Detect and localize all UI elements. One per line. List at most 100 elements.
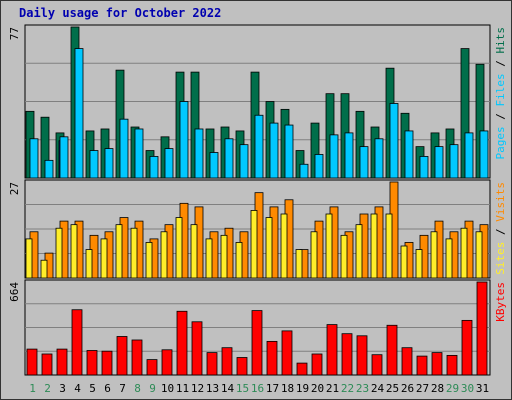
files-bar-day-8 [134, 128, 144, 179]
x-tick-label: 4 [74, 382, 81, 395]
y-max-label-top: 77 [8, 27, 21, 40]
kbytes-bar-day-21 [326, 324, 338, 376]
sites-bar-day-11 [175, 217, 183, 279]
x-tick-label: 19 [296, 382, 309, 395]
x-tick-label: 17 [266, 382, 279, 395]
kbytes-bar-day-12 [191, 321, 203, 376]
kbytes-bar-day-22 [341, 333, 353, 376]
x-tick-label: 7 [119, 382, 126, 395]
sites-bar-day-4 [70, 224, 78, 279]
x-tick-label: 6 [104, 382, 111, 395]
kbytes-bar-day-10 [161, 349, 173, 376]
kbytes-bar-day-2 [41, 353, 53, 376]
sites-bar-day-12 [190, 224, 198, 279]
legend-bottom: KBytes [494, 282, 507, 322]
x-tick-label: 29 [446, 382, 459, 395]
kbytes-bar-day-6 [101, 350, 113, 376]
sites-bar-day-18 [280, 213, 288, 279]
kbytes-bar-day-28 [431, 352, 443, 376]
sites-bar-day-20 [310, 231, 318, 279]
sites-bar-day-19 [295, 249, 303, 279]
sites-bar-day-3 [55, 227, 63, 279]
sites-bar-day-21 [325, 213, 333, 279]
files-bar-day-22 [344, 132, 354, 179]
files-bar-day-16 [254, 114, 264, 179]
x-tick-label: 21 [326, 382, 339, 395]
kbytes-bar-day-18 [281, 330, 293, 376]
files-bar-day-13 [209, 152, 219, 179]
sites-bar-day-26 [400, 245, 408, 279]
files-bar-day-26 [404, 130, 414, 179]
x-tick-label: 3 [59, 382, 66, 395]
kbytes-bar-day-16 [251, 310, 263, 376]
sites-bar-day-30 [460, 227, 468, 279]
sites-bar-day-15 [235, 242, 243, 279]
kbytes-bar-day-19 [296, 362, 308, 376]
sites-bar-day-14 [220, 234, 228, 279]
legend-entry-pages: Pages [494, 126, 507, 159]
x-tick-label: 28 [431, 382, 444, 395]
sites-bar-day-2 [40, 259, 48, 279]
kbytes-bar-day-13 [206, 352, 218, 376]
kbytes-bar-day-29 [446, 354, 458, 376]
sites-bar-day-17 [265, 217, 273, 279]
x-tick-label: 22 [341, 382, 354, 395]
files-bar-day-20 [314, 154, 324, 179]
files-bar-day-28 [434, 146, 444, 179]
sites-bar-day-10 [160, 231, 168, 279]
x-tick-label: 31 [476, 382, 489, 395]
files-bar-day-12 [194, 128, 204, 179]
x-tick-label: 26 [401, 382, 414, 395]
x-tick-label: 5 [89, 382, 96, 395]
sites-bar-day-13 [205, 238, 213, 279]
x-tick-label: 2 [44, 382, 51, 395]
x-tick-label: 27 [416, 382, 429, 395]
chart-title: Daily usage for October 2022 [19, 6, 222, 20]
x-tick-label: 10 [161, 382, 174, 395]
files-bar-day-23 [359, 146, 369, 179]
files-bar-day-7 [119, 118, 129, 179]
legend-middle: Sites / Visits [494, 182, 507, 275]
files-bar-day-2 [44, 159, 54, 179]
x-tick-label: 30 [461, 382, 474, 395]
sites-bar-day-29 [445, 238, 453, 279]
sites-bar-day-9 [145, 242, 153, 279]
sites-bar-day-1 [25, 238, 33, 279]
kbytes-bar-day-26 [401, 347, 413, 376]
kbytes-bar-day-1 [26, 348, 38, 376]
x-tick-label: 13 [206, 382, 219, 395]
kbytes-bar-day-27 [416, 355, 428, 376]
files-bar-day-11 [179, 101, 189, 179]
files-bar-day-14 [224, 138, 234, 179]
sites-bar-day-16 [250, 210, 258, 279]
kbytes-bar-day-30 [461, 319, 473, 376]
x-tick-label: 8 [134, 382, 141, 395]
kbytes-bar-day-24 [371, 354, 383, 376]
files-bar-day-3 [59, 136, 69, 179]
x-tick-label: 12 [191, 382, 204, 395]
y-max-label-middle: 27 [8, 182, 21, 195]
files-bar-day-24 [374, 138, 384, 179]
x-tick-label: 1 [29, 382, 36, 395]
x-tick-label: 11 [176, 382, 189, 395]
x-tick-label: 20 [311, 382, 324, 395]
files-bar-day-19 [299, 163, 309, 179]
sites-bar-day-25 [385, 213, 393, 279]
kbytes-bar-day-4 [71, 309, 83, 376]
sites-bar-day-8 [130, 227, 138, 279]
x-tick-label: 14 [221, 382, 235, 395]
x-tick-label: 23 [356, 382, 369, 395]
kbytes-bar-day-14 [221, 347, 233, 376]
x-tick-label: 16 [251, 382, 264, 395]
legend-entry-hits: Hits [494, 27, 507, 54]
legend-entry-sites: Sites [494, 242, 507, 275]
legend-entry-files: Files [494, 73, 507, 106]
kbytes-bar-day-11 [176, 310, 188, 376]
x-tick-label: 25 [386, 382, 399, 395]
sites-bar-day-27 [415, 249, 423, 279]
files-bar-day-17 [269, 122, 279, 179]
kbytes-bar-day-17 [266, 340, 278, 376]
sites-bar-day-22 [340, 234, 348, 279]
sites-bar-day-28 [430, 231, 438, 279]
